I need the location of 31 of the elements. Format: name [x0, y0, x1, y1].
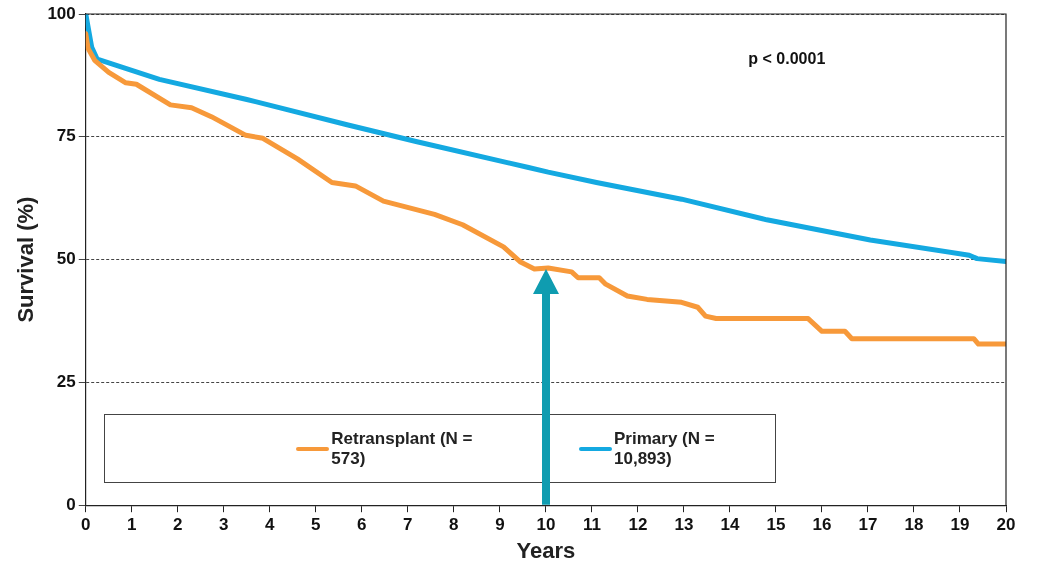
x-tick-label: 0 [81, 515, 91, 535]
x-tick-label: 2 [173, 515, 183, 535]
x-tick-label: 9 [495, 515, 505, 535]
y-tick-label: 100 [47, 3, 76, 23]
x-tick-label: 14 [720, 515, 740, 535]
annotation: p < 0.0001 [748, 50, 826, 68]
x-tick-label: 10 [536, 515, 556, 535]
x-tick-label: 7 [403, 515, 413, 535]
x-tick-label: 3 [219, 515, 229, 535]
x-tick-label: 5 [311, 515, 321, 535]
y-tick-label: 0 [66, 494, 76, 514]
x-tick-label: 17 [858, 515, 878, 535]
y-axis-title: Survival (%) [13, 196, 39, 323]
x-tick-label: 15 [766, 515, 786, 535]
x-tick-label: 20 [996, 515, 1016, 535]
x-tick-label: 11 [582, 515, 601, 535]
x-tick-label: 16 [812, 515, 832, 535]
x-tick-label: 4 [265, 515, 276, 535]
x-tick-label: 6 [357, 515, 367, 535]
y-tick-label: 50 [56, 249, 76, 269]
x-tick-label: 12 [628, 515, 648, 535]
x-tick-label: 13 [674, 515, 694, 535]
x-axis-title: Years [516, 537, 576, 563]
legend-label: Primary (N = 10,893) [614, 428, 716, 469]
x-tick-label: 19 [950, 515, 970, 535]
y-tick-label: 25 [56, 372, 76, 392]
legend-label: Retransplant (N = 573) [331, 428, 474, 469]
x-tick-label: 1 [127, 515, 137, 535]
x-tick-label: 8 [449, 515, 459, 535]
y-tick-label: 75 [56, 126, 76, 146]
x-tick-label: 18 [904, 515, 924, 535]
